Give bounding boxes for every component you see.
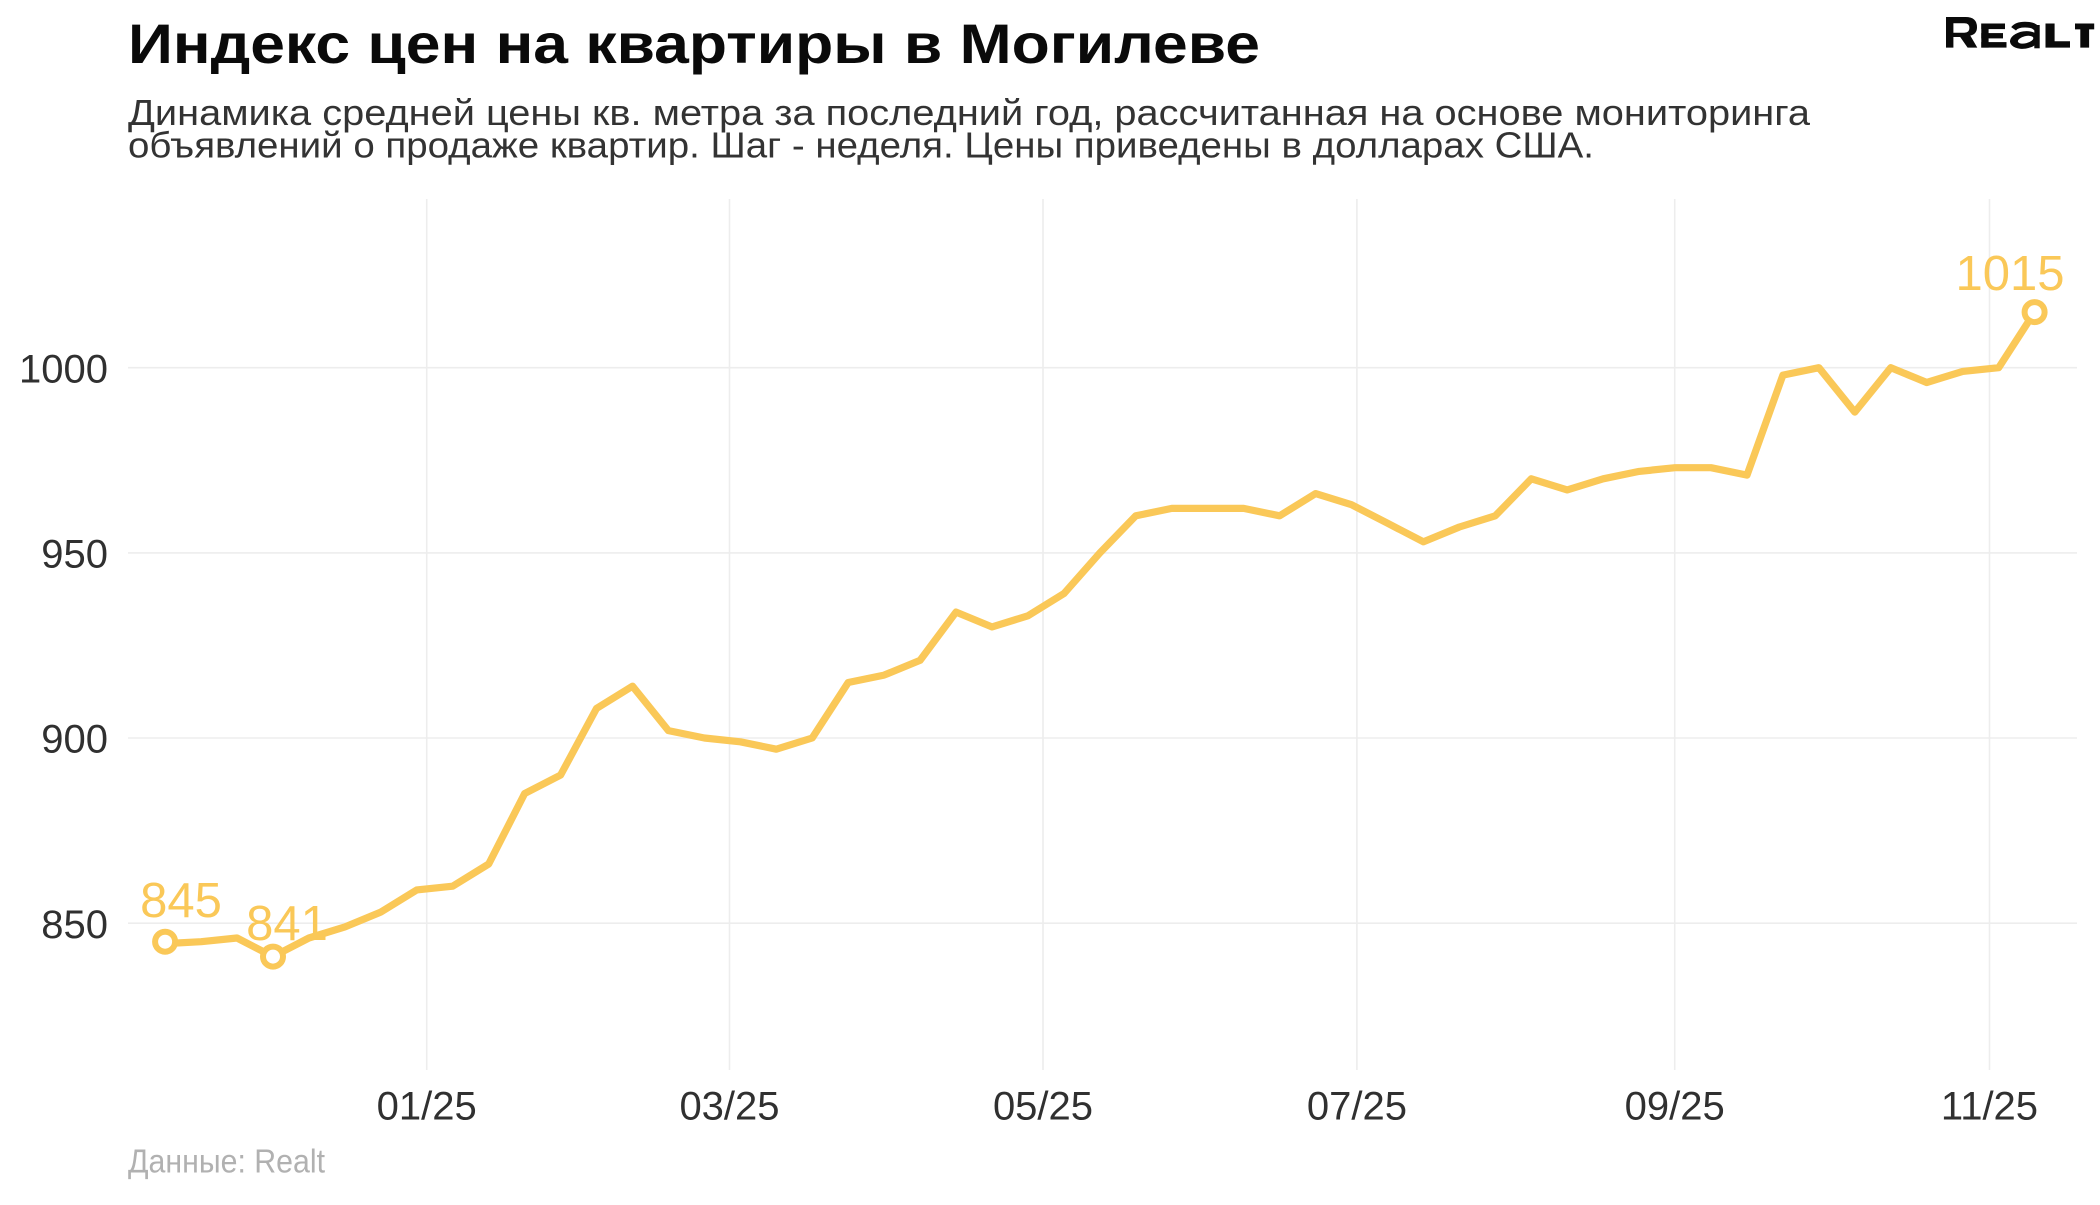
svg-text:900: 900	[41, 718, 108, 762]
svg-text:03/25: 03/25	[679, 1085, 779, 1129]
svg-text:Индекс цен на квартиры в Могил: Индекс цен на квартиры в Могилеве	[128, 12, 1260, 75]
svg-text:841: 841	[246, 897, 328, 951]
svg-text:01/25: 01/25	[377, 1085, 477, 1129]
svg-text:07/25: 07/25	[1307, 1085, 1407, 1129]
svg-text:Динамика средней цены кв. метр: Динамика средней цены кв. метра за после…	[128, 92, 1811, 133]
svg-text:1000: 1000	[19, 347, 108, 391]
svg-text:11/25: 11/25	[1941, 1085, 2038, 1129]
svg-text:850: 850	[41, 903, 108, 947]
svg-text:950: 950	[41, 533, 108, 577]
svg-text:Данные: Realt: Данные: Realt	[128, 1143, 325, 1180]
svg-text:1015: 1015	[1955, 247, 2064, 301]
svg-text:объявлений о продаже квартир.: объявлений о продаже квартир. Шаг - неде…	[128, 125, 1594, 166]
svg-text:845: 845	[140, 874, 222, 928]
svg-text:09/25: 09/25	[1625, 1085, 1725, 1129]
svg-text:05/25: 05/25	[993, 1085, 1093, 1129]
